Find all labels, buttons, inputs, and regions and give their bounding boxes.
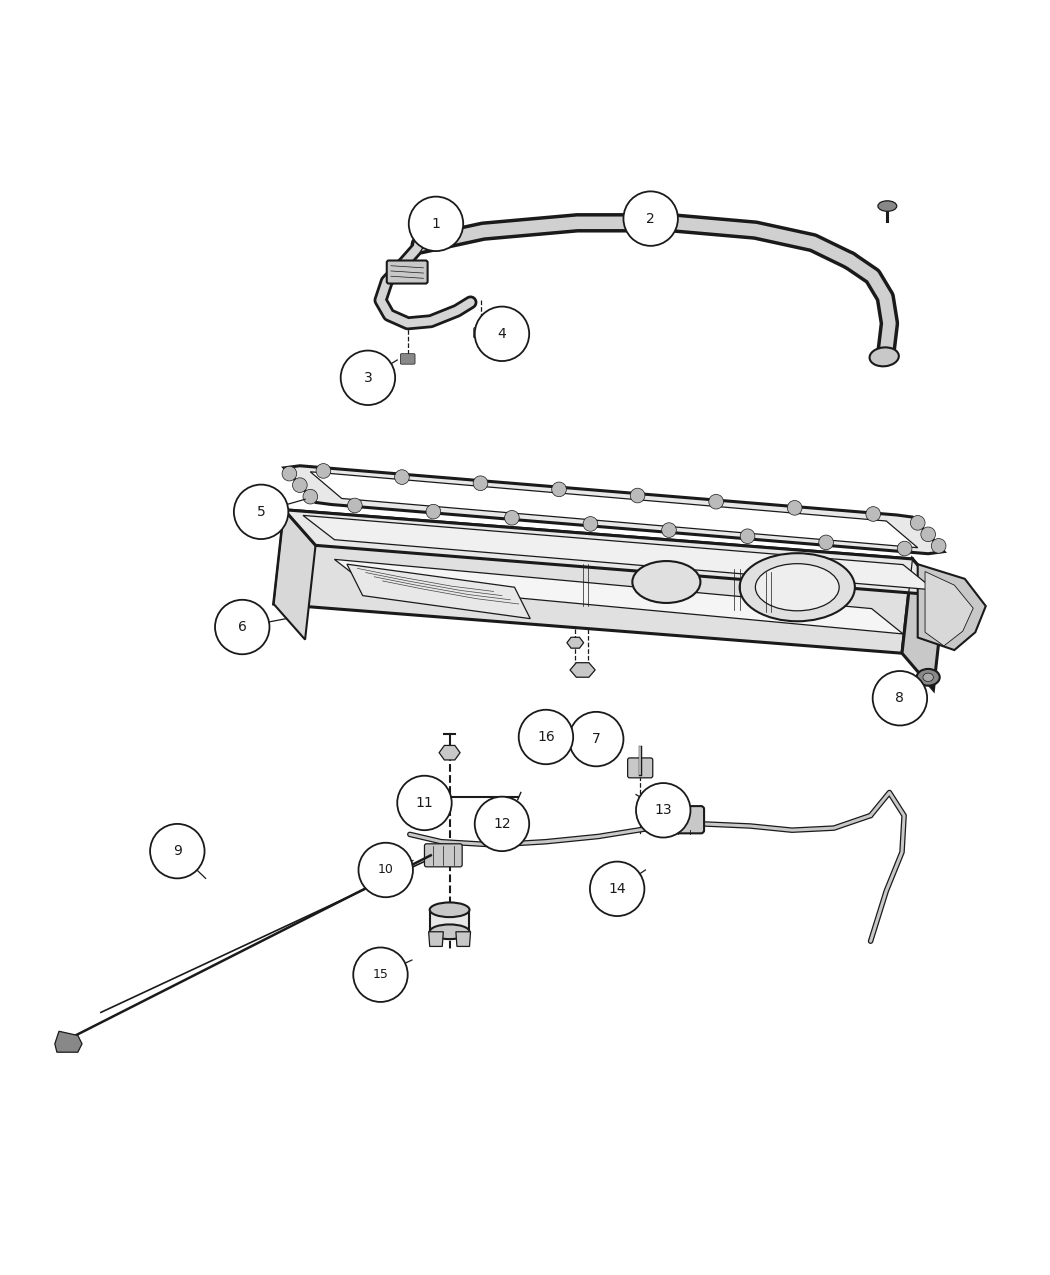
Text: 10: 10 (378, 863, 394, 876)
FancyBboxPatch shape (656, 806, 705, 834)
Polygon shape (303, 515, 934, 590)
Text: 1: 1 (432, 217, 440, 231)
Polygon shape (274, 510, 912, 653)
Text: 2: 2 (647, 212, 655, 226)
Polygon shape (570, 663, 595, 677)
Circle shape (316, 464, 331, 478)
Circle shape (426, 505, 441, 519)
Circle shape (819, 536, 834, 550)
Polygon shape (334, 560, 903, 634)
Ellipse shape (429, 903, 469, 917)
Ellipse shape (869, 347, 899, 366)
Text: 14: 14 (608, 882, 626, 896)
Circle shape (282, 467, 297, 481)
Ellipse shape (429, 924, 469, 940)
Ellipse shape (923, 673, 933, 681)
Polygon shape (346, 565, 530, 618)
Ellipse shape (632, 561, 700, 603)
Circle shape (234, 484, 289, 539)
Polygon shape (567, 638, 584, 648)
Circle shape (215, 599, 270, 654)
Polygon shape (902, 558, 944, 690)
Circle shape (898, 541, 912, 556)
Polygon shape (285, 465, 944, 553)
Text: 7: 7 (592, 732, 601, 746)
Circle shape (519, 710, 573, 764)
Circle shape (709, 495, 723, 509)
Circle shape (583, 516, 597, 532)
Circle shape (931, 538, 946, 553)
Polygon shape (925, 571, 973, 646)
Polygon shape (311, 472, 918, 548)
Polygon shape (429, 910, 469, 932)
Circle shape (340, 351, 395, 405)
Polygon shape (439, 746, 460, 760)
Circle shape (569, 711, 624, 766)
Circle shape (348, 499, 362, 513)
FancyBboxPatch shape (386, 260, 427, 283)
Circle shape (788, 501, 802, 515)
Circle shape (353, 947, 407, 1002)
Circle shape (630, 488, 645, 502)
Circle shape (408, 196, 463, 251)
Circle shape (590, 862, 645, 915)
Circle shape (395, 469, 410, 484)
Circle shape (397, 775, 451, 830)
Circle shape (551, 482, 566, 497)
Ellipse shape (755, 564, 839, 611)
Text: 16: 16 (537, 731, 554, 745)
Text: 15: 15 (373, 968, 388, 982)
Text: 8: 8 (896, 691, 904, 705)
Circle shape (921, 527, 936, 542)
FancyBboxPatch shape (400, 353, 415, 365)
Polygon shape (456, 932, 470, 946)
Circle shape (505, 510, 520, 525)
Circle shape (636, 783, 691, 838)
Circle shape (150, 824, 205, 878)
Text: 6: 6 (237, 620, 247, 634)
Text: 12: 12 (494, 817, 510, 831)
Text: 11: 11 (416, 796, 434, 810)
Text: 5: 5 (257, 505, 266, 519)
Polygon shape (285, 510, 944, 595)
Text: 13: 13 (654, 803, 672, 817)
Polygon shape (428, 932, 443, 946)
Text: 4: 4 (498, 326, 506, 340)
Circle shape (358, 843, 413, 898)
Polygon shape (55, 1031, 82, 1052)
Polygon shape (918, 565, 986, 650)
FancyBboxPatch shape (474, 328, 488, 338)
Circle shape (662, 523, 676, 538)
Circle shape (475, 306, 529, 361)
Text: 3: 3 (363, 371, 373, 385)
Circle shape (474, 476, 488, 491)
Ellipse shape (739, 553, 855, 621)
Circle shape (873, 671, 927, 725)
Circle shape (866, 506, 881, 521)
Circle shape (740, 529, 755, 543)
Circle shape (293, 478, 308, 492)
Ellipse shape (917, 669, 940, 686)
Circle shape (303, 490, 318, 504)
Text: 9: 9 (173, 844, 182, 858)
Circle shape (910, 515, 925, 530)
FancyBboxPatch shape (424, 844, 462, 867)
Circle shape (475, 797, 529, 852)
Ellipse shape (878, 200, 897, 212)
Circle shape (624, 191, 678, 246)
Polygon shape (274, 510, 316, 640)
FancyBboxPatch shape (628, 757, 653, 778)
